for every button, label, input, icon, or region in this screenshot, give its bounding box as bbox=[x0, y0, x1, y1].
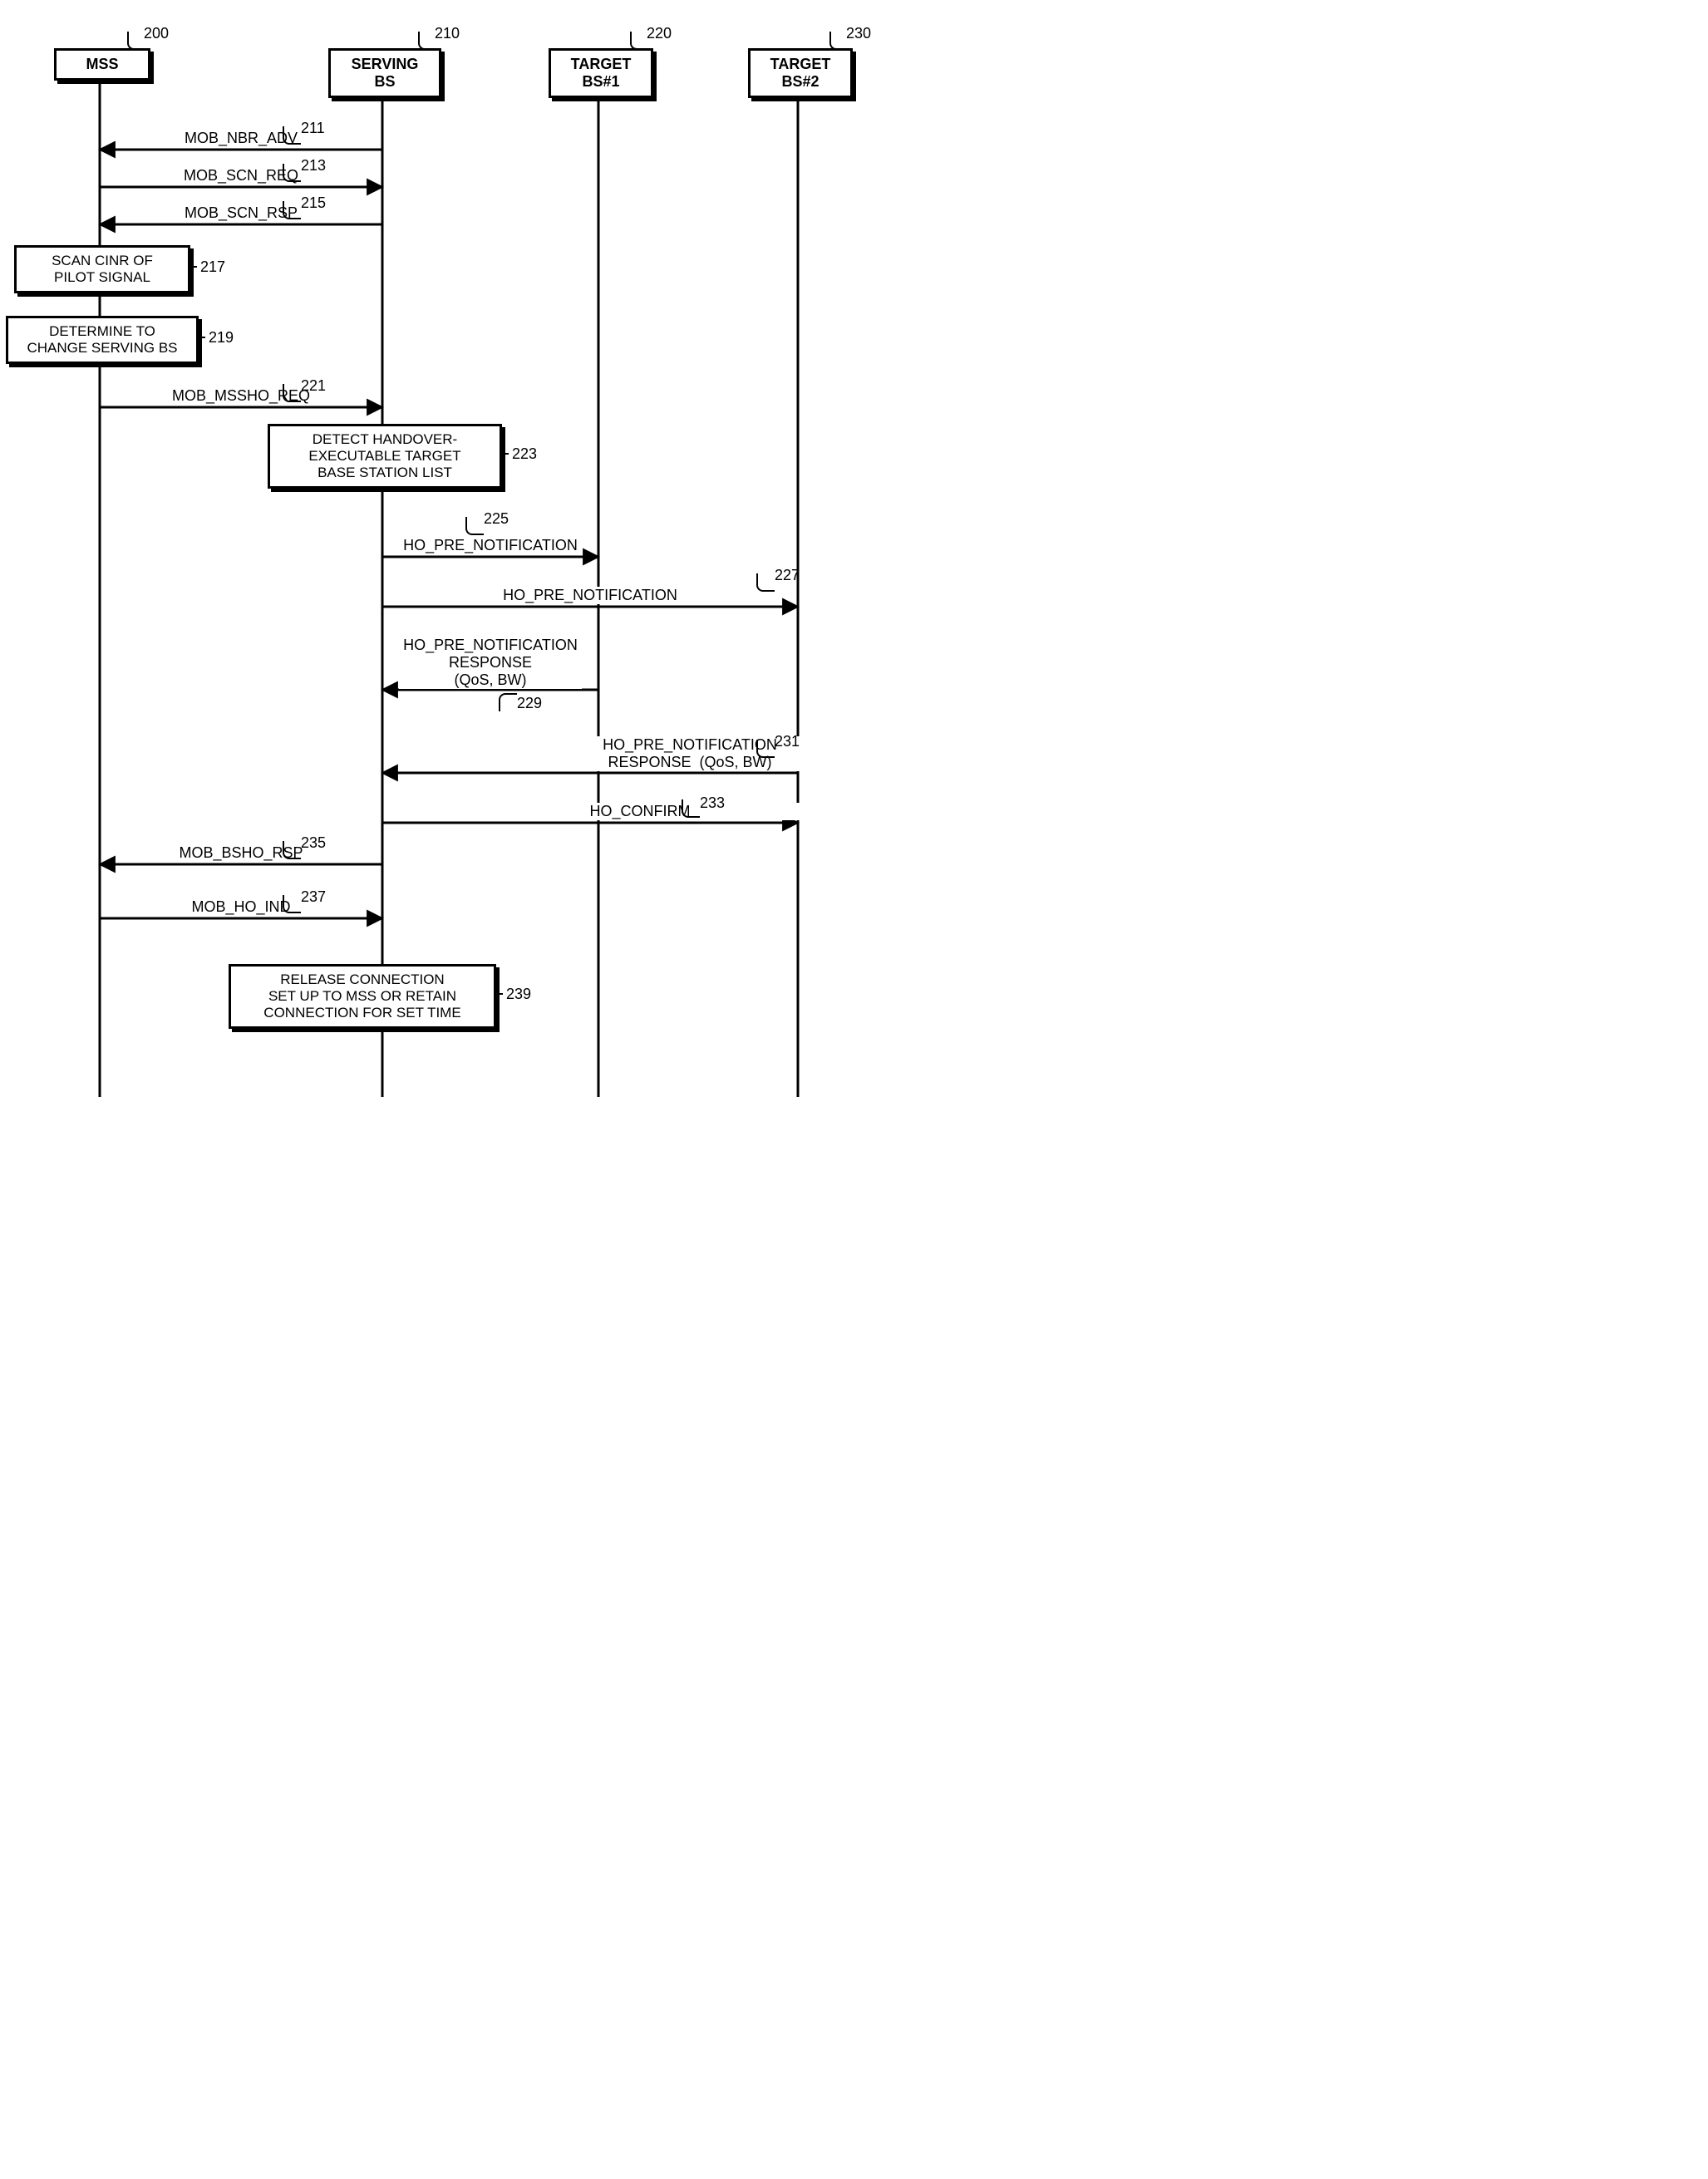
msg-ref-m229: 229 bbox=[517, 695, 542, 712]
msg-m211: MOB_NBR_ADV bbox=[116, 130, 366, 147]
msg-m231: HO_PRE_NOTIFICATION RESPONSE (QoS, BW) bbox=[499, 736, 881, 771]
ref-hook bbox=[283, 164, 301, 182]
msg-m227: HO_PRE_NOTIFICATION bbox=[399, 587, 781, 604]
step-s239: RELEASE CONNECTION SET UP TO MSS OR RETA… bbox=[229, 964, 496, 1029]
ref-hook bbox=[682, 799, 700, 818]
msg-m221: MOB_MSSHO_REQ bbox=[116, 387, 366, 405]
step-ref-s217: 217 bbox=[200, 258, 225, 276]
ref-hook bbox=[465, 517, 484, 535]
lifeline-ref-sbs: 210 bbox=[435, 25, 460, 42]
msg-ref-m215: 215 bbox=[301, 194, 326, 212]
step-ref-s223: 223 bbox=[512, 445, 537, 463]
msg-m215: MOB_SCN_RSP bbox=[116, 204, 366, 222]
step-s223: DETECT HANDOVER- EXECUTABLE TARGET BASE … bbox=[268, 424, 502, 489]
lifeline-tbs1: TARGET BS#1 bbox=[549, 48, 653, 98]
ref-hook bbox=[283, 895, 301, 913]
ref-hook bbox=[283, 201, 301, 219]
msg-m229: HO_PRE_NOTIFICATION RESPONSE (QoS, BW) bbox=[399, 637, 582, 689]
lifeline-sbs: SERVING BS bbox=[328, 48, 441, 98]
msg-ref-m221: 221 bbox=[301, 377, 326, 395]
sequence-diagram: MSS 200 SERVING BS 210 TARGET BS#1 220 TARGET … bbox=[17, 17, 864, 1114]
msg-ref-m235: 235 bbox=[301, 834, 326, 852]
msg-m233: HO_CONFIRM bbox=[449, 803, 831, 820]
ref-hook bbox=[499, 693, 517, 711]
ref-hook bbox=[283, 384, 301, 402]
lifeline-ref-tbs1: 220 bbox=[647, 25, 672, 42]
step-ref-s219: 219 bbox=[209, 329, 234, 347]
msg-ref-m213: 213 bbox=[301, 157, 326, 175]
msg-ref-m233: 233 bbox=[700, 794, 725, 812]
step-s219: DETERMINE TO CHANGE SERVING BS bbox=[6, 316, 199, 364]
step-ref-s239: 239 bbox=[506, 986, 531, 1003]
lifeline-mss: MSS bbox=[54, 48, 150, 81]
msg-ref-m237: 237 bbox=[301, 888, 326, 906]
ref-hook bbox=[283, 841, 301, 859]
lifeline-ref-mss: 200 bbox=[144, 25, 169, 42]
msg-ref-m211: 211 bbox=[301, 120, 325, 137]
lifeline-tbs2: TARGET BS#2 bbox=[748, 48, 853, 98]
step-s217: SCAN CINR OF PILOT SIGNAL bbox=[14, 245, 190, 293]
ref-hook bbox=[756, 573, 775, 592]
msg-m213: MOB_SCN_REQ bbox=[116, 167, 366, 184]
ref-hook bbox=[127, 32, 145, 50]
msg-m225: HO_PRE_NOTIFICATION bbox=[399, 537, 582, 554]
ref-hook bbox=[630, 32, 648, 50]
msg-ref-m225: 225 bbox=[484, 510, 509, 528]
ref-hook bbox=[418, 32, 436, 50]
msg-ref-m227: 227 bbox=[775, 567, 800, 584]
msg-ref-m231: 231 bbox=[775, 733, 800, 750]
ref-hook bbox=[829, 32, 848, 50]
ref-hook bbox=[283, 126, 301, 145]
msg-m237: MOB_HO_IND bbox=[116, 898, 366, 916]
lifeline-ref-tbs2: 230 bbox=[846, 25, 871, 42]
ref-hook bbox=[756, 740, 775, 758]
msg-m235: MOB_BSHO_RSP bbox=[116, 844, 366, 862]
